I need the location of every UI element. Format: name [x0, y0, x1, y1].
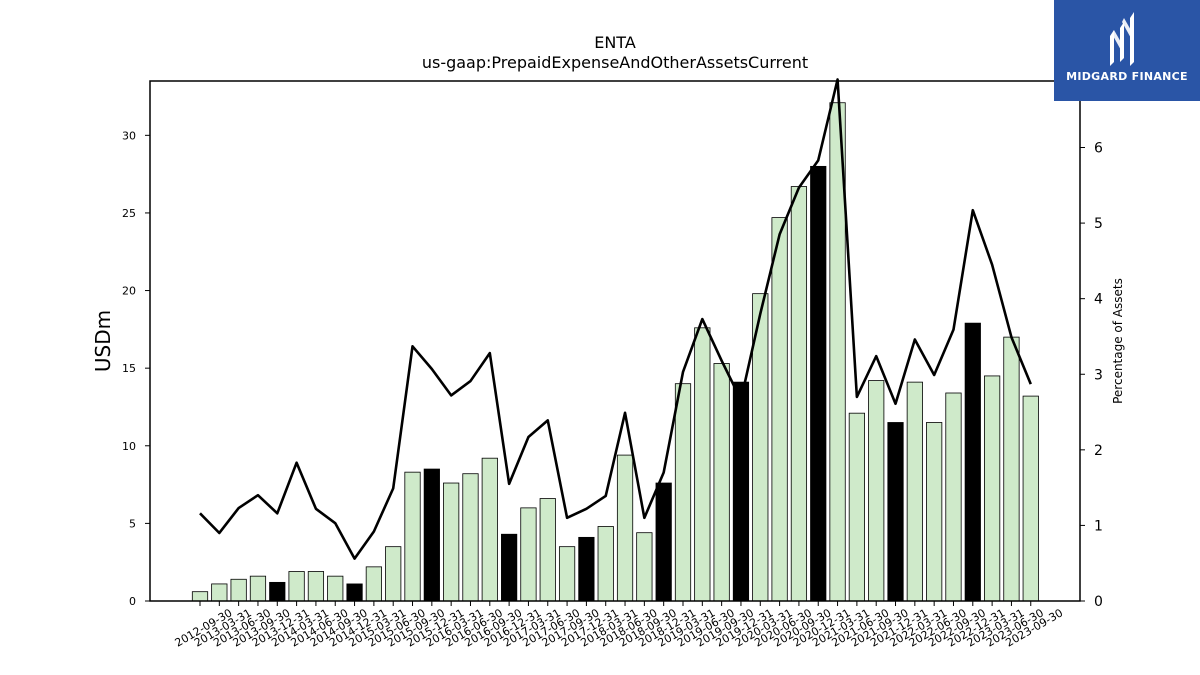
y-tick-label: 15	[122, 362, 136, 375]
bar	[307, 571, 325, 602]
midgard-finance-logo: MIDGARD FINANCE	[1054, 0, 1200, 101]
bar	[906, 381, 923, 602]
bar	[674, 383, 692, 602]
bar	[1022, 395, 1039, 602]
bar	[520, 507, 537, 602]
percentage-line	[199, 78, 1032, 560]
bar	[790, 186, 808, 602]
bar	[443, 482, 460, 602]
midgard-logo-icon	[1110, 12, 1134, 66]
bar	[964, 322, 981, 602]
y2-tick-label: 5	[1094, 216, 1103, 232]
y-tick-label: 30	[122, 129, 136, 142]
bar	[269, 581, 286, 602]
y2-tick-label: 1	[1094, 518, 1103, 534]
bar	[655, 482, 672, 602]
bar	[539, 498, 556, 602]
bar	[501, 533, 518, 602]
bar	[462, 473, 479, 602]
bar	[481, 457, 498, 602]
bar	[636, 532, 653, 602]
bar	[984, 375, 1001, 602]
bar	[848, 412, 865, 602]
y-tick-label: 5	[129, 517, 136, 530]
bar	[365, 566, 382, 602]
bar	[578, 536, 595, 602]
bar	[926, 422, 943, 602]
bar	[616, 454, 634, 602]
bar	[597, 526, 614, 602]
bar	[327, 575, 344, 602]
chart-subtitle: us-gaap:PrepaidExpenseAndOtherAssetsCurr…	[422, 53, 808, 72]
logo-text: MIDGARD FINANCE	[1066, 70, 1188, 83]
bar	[191, 591, 209, 602]
bar	[810, 165, 827, 602]
y2-tick-label: 6	[1094, 141, 1103, 157]
y-axis-label: USDm	[91, 310, 115, 372]
y-tick-label: 25	[122, 207, 136, 220]
y2-tick-label: 4	[1094, 292, 1103, 308]
bar	[423, 468, 440, 602]
bar	[713, 363, 730, 602]
bar	[558, 546, 576, 602]
y-tick-label: 20	[122, 285, 136, 298]
chart-title: ENTA	[594, 33, 636, 52]
bar	[732, 381, 750, 602]
bar	[1003, 336, 1020, 602]
bar	[694, 327, 711, 602]
y2-axis-label: Percentage of Assets	[1111, 278, 1125, 404]
bar	[288, 571, 305, 602]
bar	[211, 583, 228, 602]
y2-tick-label: 3	[1094, 367, 1103, 383]
bar	[230, 578, 247, 602]
plot-frame	[149, 80, 1081, 602]
bar	[385, 546, 402, 602]
bar	[887, 422, 904, 602]
y2-tick-label: 2	[1094, 443, 1103, 459]
y-tick-label: 0	[129, 595, 136, 608]
bar	[249, 575, 267, 602]
bar	[868, 380, 885, 602]
y2-tick-label: 0	[1094, 594, 1103, 610]
bar	[771, 217, 788, 602]
bar	[404, 471, 421, 602]
y-tick-label: 10	[122, 440, 136, 453]
bar	[945, 392, 962, 602]
bar	[346, 583, 363, 602]
